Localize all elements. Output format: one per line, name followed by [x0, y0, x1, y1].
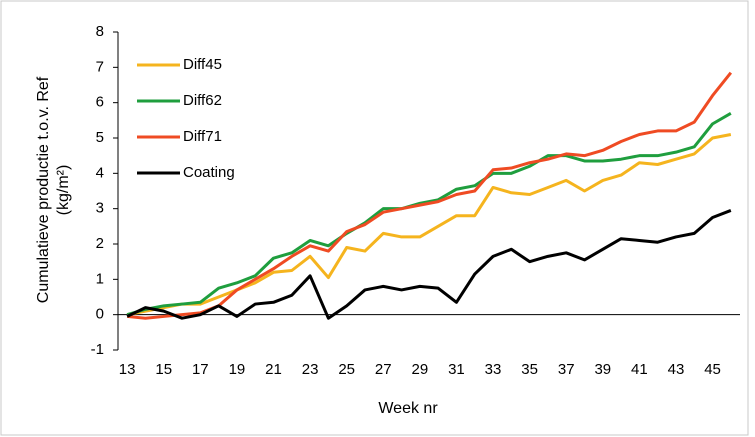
legend-label: Diff45 — [183, 56, 222, 73]
x-tick-label: 27 — [375, 361, 392, 378]
series-line — [126, 132, 732, 317]
x-tick-label: 45 — [704, 361, 721, 378]
x-tick-label: 39 — [594, 361, 611, 378]
series-line — [127, 71, 733, 320]
x-tick-label: 15 — [155, 361, 172, 378]
y-tick-label: 3 — [96, 200, 104, 217]
x-tick-label: 33 — [485, 361, 502, 378]
y-tick-label: 7 — [96, 58, 104, 75]
y-tick-label: 5 — [96, 129, 104, 146]
legend-label: Coating — [183, 164, 235, 181]
y-tick-label: 8 — [96, 23, 104, 40]
x-tick-label: 21 — [265, 361, 282, 378]
series-line — [126, 111, 732, 317]
x-tick-label: 25 — [338, 361, 355, 378]
x-tick-label: 37 — [558, 361, 575, 378]
x-tick-label: 31 — [448, 361, 465, 378]
y-tick-label: 0 — [96, 306, 104, 323]
x-tick-label: 35 — [521, 361, 538, 378]
y-tick-label: 1 — [96, 270, 104, 287]
y-tick-label: 2 — [96, 235, 104, 252]
x-tick-label: 19 — [229, 361, 246, 378]
y-axis-label: Cumulatieve productie t.o.v. Ref — [35, 76, 52, 303]
x-tick-label: 23 — [302, 361, 319, 378]
legend-label: Diff71 — [183, 128, 222, 145]
x-tick-label: 13 — [119, 361, 136, 378]
x-axis-label: Week nr — [378, 400, 438, 417]
legend-label: Diff62 — [183, 92, 222, 109]
y-tick-label: 6 — [96, 94, 104, 111]
y-tick-label: -1 — [91, 341, 104, 358]
x-tick-label: 41 — [631, 361, 648, 378]
y-axis-label: (kg/m²) — [55, 165, 72, 216]
x-tick-label: 29 — [412, 361, 429, 378]
x-tick-label: 43 — [668, 361, 685, 378]
series-line — [126, 209, 732, 320]
x-tick-label: 17 — [192, 361, 209, 378]
y-tick-label: 4 — [96, 164, 104, 181]
